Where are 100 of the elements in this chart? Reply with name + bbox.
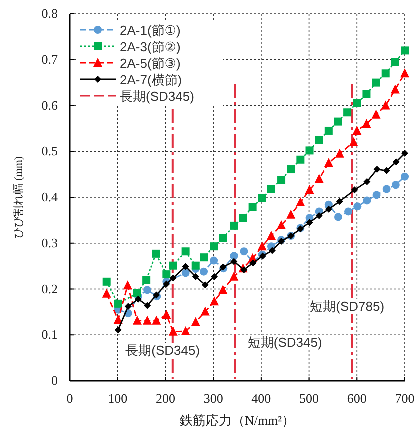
legend-label: 2A-5(節③) [120,56,181,71]
point [124,303,132,310]
point [392,181,400,190]
point [163,280,170,288]
point [401,172,409,181]
point [144,286,152,294]
point [230,258,238,266]
point [267,185,276,194]
point [314,174,324,184]
point [316,212,323,220]
point [383,167,390,174]
point [277,220,286,230]
point [352,126,362,135]
point [268,247,276,254]
point [351,186,358,194]
point [230,222,238,230]
y-axis-title: ひび割れ幅 (mm) [12,156,25,239]
legend-label: 2A-7(横節) [120,72,182,88]
y-tick-label: 0.5 [42,144,58,159]
point [344,208,353,216]
x-tick-label: 700 [395,391,415,406]
y-tick-label: 0.7 [42,52,58,67]
point [181,326,190,336]
y-tick-label: 0 [52,373,58,388]
point [240,266,248,274]
point [287,166,296,174]
point [134,296,142,303]
point [258,194,266,202]
ref-line-label: 短期(SD785) [310,299,385,314]
y-tick-label: 0.8 [42,6,58,21]
point [278,176,286,184]
point [324,126,333,135]
point [392,158,400,166]
point [402,150,408,157]
point [152,316,162,325]
point [211,273,218,280]
point [200,254,208,262]
point [325,206,332,213]
y-tick-label: 0.6 [42,98,58,113]
point [362,119,372,128]
point [381,100,390,110]
point [168,326,178,336]
y-tick-label: 0.1 [42,327,58,342]
point [400,68,410,78]
point [334,213,342,222]
point [144,302,152,310]
point [306,219,314,226]
point [363,196,372,205]
point [182,263,190,270]
point [182,269,190,278]
text: 長期(SD345) [120,89,194,104]
point [132,316,142,325]
point [218,285,228,294]
point [169,262,178,270]
point [152,250,160,258]
y-tick-label: 0.2 [42,281,58,296]
point [401,46,409,55]
point [202,282,209,289]
point [114,326,122,334]
point [354,202,362,211]
point [123,280,132,290]
point [296,156,305,164]
point [192,262,200,270]
point [248,203,257,212]
x-axis-title: 鉄筋応力（N/mm²） [180,413,296,428]
y-tick-label: 0.4 [42,190,58,204]
point [170,274,177,282]
point [305,185,314,194]
x-tick-label: 400 [252,391,272,406]
point [324,158,334,168]
point [210,296,220,306]
legend-label: 2A-3(節②) [120,40,181,54]
point [362,90,371,98]
point [266,231,276,240]
point [306,146,314,155]
point [210,256,218,265]
point [364,178,371,186]
point [374,166,381,174]
point [353,99,362,108]
point [162,270,171,279]
point [102,288,112,298]
point [192,273,200,280]
x-tick-label: 200 [156,391,176,406]
point [182,248,190,256]
point [372,191,381,200]
ref-line-label: 長期(SD345) [126,343,200,358]
point [200,306,210,316]
point [240,248,248,256]
point [239,214,248,222]
point [200,268,208,276]
point [162,310,172,319]
x-tick-label: 600 [347,391,367,406]
point [114,300,122,308]
point [372,78,380,87]
point [382,70,390,78]
point [296,198,306,207]
point [191,317,200,326]
point [382,185,391,194]
legend-label: 2A-1(節①) [120,23,181,38]
point [230,252,238,260]
